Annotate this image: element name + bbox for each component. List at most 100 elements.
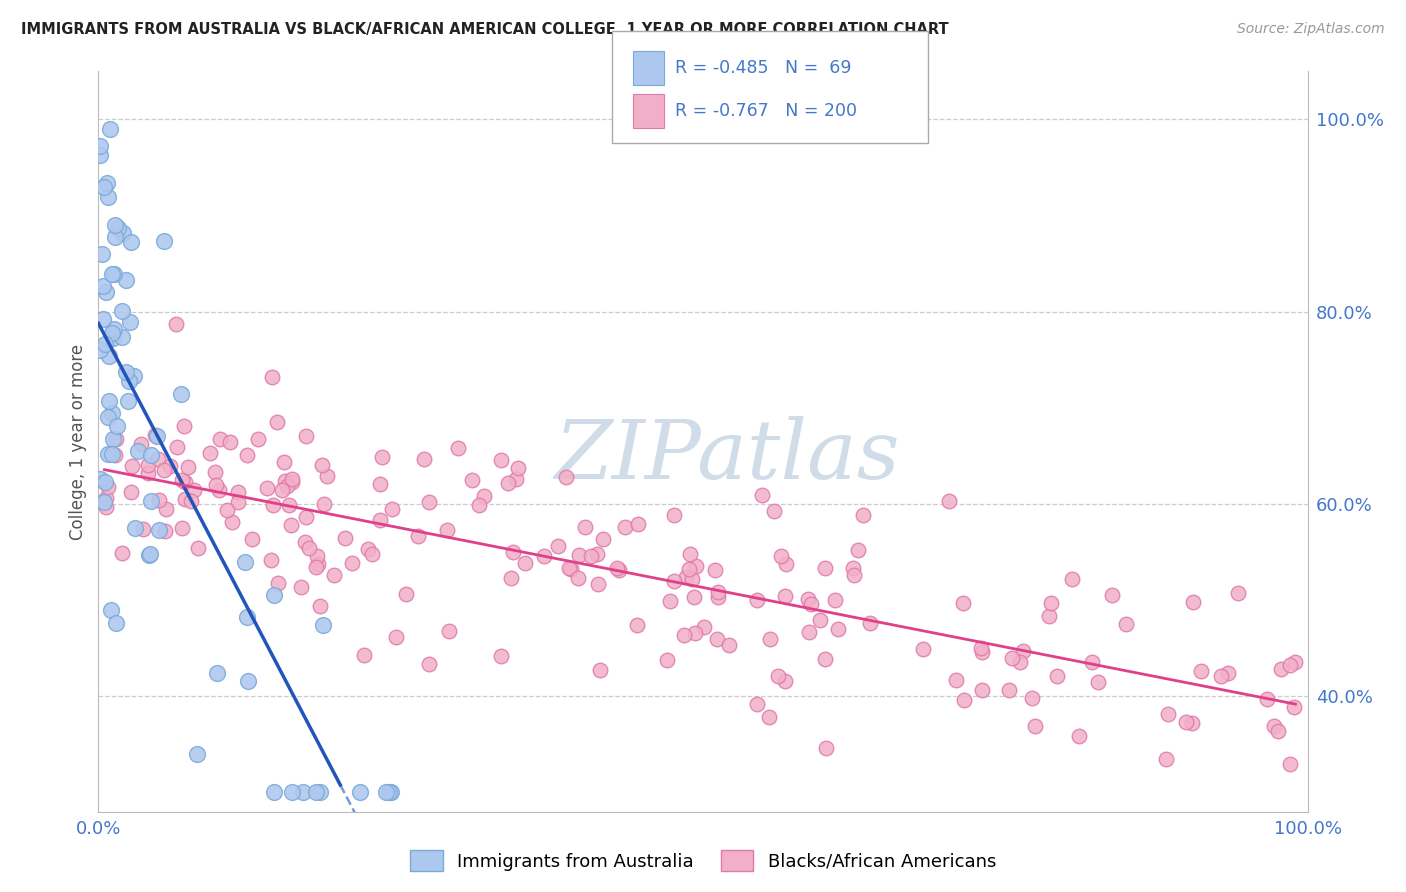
Point: [215, 503, 238, 517]
Point: [90, 246, 112, 260]
Point: [145, 428, 167, 442]
Point: [295, 509, 318, 524]
Point: [94, 285, 117, 299]
Point: [972, 645, 994, 659]
Point: [627, 516, 650, 531]
Point: [707, 585, 730, 599]
Point: [762, 504, 785, 518]
Point: [305, 559, 328, 574]
Point: [316, 469, 339, 483]
Point: [120, 484, 142, 499]
Point: [263, 785, 285, 799]
Point: [342, 556, 364, 570]
Point: [499, 571, 522, 585]
Point: [204, 465, 226, 479]
Point: [267, 575, 290, 590]
Point: [1175, 714, 1198, 729]
Point: [89, 472, 111, 486]
Point: [842, 560, 865, 574]
Point: [104, 448, 127, 462]
Point: [766, 669, 789, 683]
Point: [489, 453, 512, 467]
Point: [614, 520, 637, 534]
Point: [101, 326, 124, 340]
Point: [100, 447, 122, 461]
Point: [1256, 692, 1278, 706]
Point: [298, 541, 321, 556]
Point: [800, 598, 823, 612]
Point: [208, 432, 231, 446]
Point: [281, 475, 304, 489]
Point: [94, 337, 117, 351]
Point: [568, 549, 591, 563]
Point: [205, 666, 228, 681]
Point: [852, 508, 875, 522]
Point: [413, 451, 436, 466]
Point: [685, 558, 707, 573]
Point: [1001, 650, 1024, 665]
Point: [808, 613, 831, 627]
Point: [747, 593, 769, 607]
Point: [111, 330, 134, 344]
Point: [294, 429, 316, 443]
Point: [375, 785, 398, 799]
Point: [586, 576, 609, 591]
Point: [436, 523, 458, 537]
Point: [305, 549, 328, 563]
Point: [574, 519, 596, 533]
Point: [682, 590, 704, 604]
Point: [1060, 572, 1083, 586]
Point: [659, 593, 682, 607]
Point: [139, 448, 162, 462]
Point: [276, 479, 298, 493]
Point: [472, 489, 495, 503]
Point: [770, 549, 793, 563]
Point: [706, 632, 728, 646]
Point: [747, 697, 769, 711]
Point: [1267, 723, 1289, 738]
Point: [655, 653, 678, 667]
Point: [506, 461, 529, 475]
Point: [103, 268, 125, 282]
Point: [124, 521, 146, 535]
Point: [176, 459, 198, 474]
Point: [117, 375, 139, 389]
Point: [180, 493, 202, 508]
Point: [104, 615, 127, 630]
Point: [515, 556, 537, 570]
Point: [97, 349, 120, 363]
Point: [121, 459, 143, 474]
Point: [1181, 716, 1204, 731]
Point: [775, 674, 797, 689]
Point: [1218, 665, 1240, 680]
Point: [138, 458, 160, 472]
Point: [589, 663, 612, 677]
Point: [461, 473, 484, 487]
Point: [489, 649, 512, 664]
Point: [155, 502, 177, 516]
Point: [101, 432, 124, 446]
Point: [97, 409, 120, 424]
Point: [111, 304, 134, 318]
Point: [592, 533, 614, 547]
Point: [797, 624, 820, 639]
Point: [751, 488, 773, 502]
Point: [662, 574, 685, 589]
Legend: Immigrants from Australia, Blacks/African Americans: Immigrants from Australia, Blacks/Africa…: [402, 843, 1004, 879]
Point: [815, 741, 838, 756]
Point: [827, 623, 849, 637]
Point: [567, 571, 589, 585]
Point: [89, 148, 111, 162]
Point: [357, 541, 380, 556]
Point: [111, 546, 134, 560]
Point: [236, 448, 259, 462]
Point: [418, 657, 440, 672]
Point: [704, 563, 727, 577]
Point: [1040, 596, 1063, 610]
Point: [333, 532, 356, 546]
Point: [292, 785, 315, 799]
Point: [1157, 706, 1180, 721]
Point: [260, 553, 283, 567]
Point: [103, 322, 125, 336]
Point: [247, 433, 270, 447]
